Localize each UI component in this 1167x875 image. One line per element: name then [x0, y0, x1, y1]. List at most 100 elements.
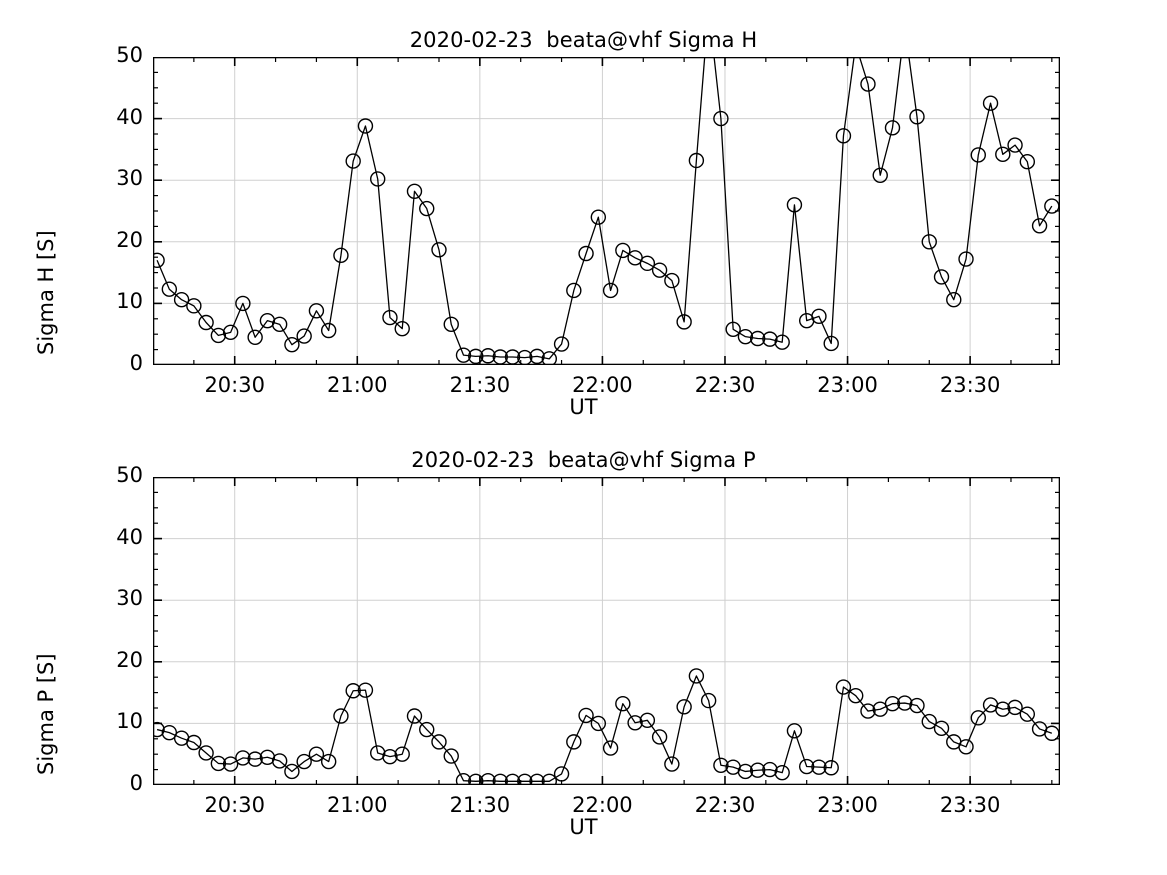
y-tick-label: 40: [116, 524, 143, 549]
data-point-marker: [247, 751, 263, 767]
data-point-marker: [419, 721, 435, 738]
data-point-marker: [749, 330, 766, 347]
data-point-marker: [443, 316, 459, 333]
data-point-marker: [406, 183, 423, 199]
data-point-marker: [762, 761, 778, 778]
data-point-marker: [897, 695, 913, 711]
data-point-marker: [284, 763, 300, 780]
y-tick-label: 30: [116, 586, 143, 611]
chart-panel-sigma-p: 2020-02-23 beata@vhf Sigma P Sigma P [S]…: [0, 420, 1167, 875]
data-point-marker: [713, 110, 729, 127]
data-point-marker: [566, 282, 582, 299]
x-tick-label: 22:30: [694, 793, 756, 817]
y-axis-label-sigma-h: Sigma H [S]: [34, 230, 58, 355]
data-point-marker: [884, 120, 901, 136]
data-point-marker: [651, 729, 668, 745]
data-point-marker: [271, 316, 288, 333]
data-point-marker: [933, 269, 950, 285]
plot-svg-sigma-h: [153, 57, 1060, 365]
data-point-marker: [1019, 706, 1036, 722]
data-point-marker: [958, 251, 974, 267]
data-point-marker: [468, 773, 484, 785]
data-point-marker: [615, 242, 631, 259]
data-point-marker: [995, 701, 1011, 717]
y-tick-label: 40: [116, 104, 143, 129]
data-point-marker: [210, 327, 227, 344]
data-point-marker: [394, 746, 410, 762]
data-point-marker: [431, 734, 447, 750]
data-point-marker: [284, 336, 300, 353]
data-point-marker: [762, 331, 778, 347]
data-point-marker: [970, 710, 986, 726]
x-tick-label: 20:30: [204, 793, 265, 817]
y-tick-label: 0: [129, 771, 143, 795]
data-point-marker: [492, 773, 508, 785]
data-point-marker: [308, 303, 325, 319]
data-point-marker: [602, 740, 619, 756]
data-point-marker: [786, 723, 803, 739]
data-point-marker: [639, 712, 656, 729]
data-line: [156, 57, 1053, 360]
data-point-marker: [688, 152, 705, 169]
data-point-marker: [198, 314, 214, 331]
data-point-marker: [345, 683, 361, 699]
y-tick-label: 0: [129, 351, 143, 375]
data-point-marker: [749, 762, 766, 778]
data-point-marker: [1019, 154, 1036, 170]
data-point-marker: [443, 748, 459, 764]
data-point-marker: [737, 763, 754, 780]
data-point-marker: [713, 757, 729, 773]
data-point-marker: [1031, 218, 1048, 234]
data-point-marker: [664, 272, 680, 289]
data-point-marker: [455, 347, 472, 363]
data-point-marker: [222, 756, 239, 772]
data-point-marker: [970, 147, 986, 163]
data-point-marker: [1007, 699, 1023, 716]
data-point-marker: [529, 348, 545, 365]
data-point-marker: [357, 118, 374, 134]
data-point-marker: [823, 335, 839, 352]
data-point-marker: [333, 247, 349, 264]
data-point-marker: [578, 707, 594, 724]
data-point-marker: [406, 708, 423, 724]
data-point-marker: [664, 756, 680, 772]
data-point-marker: [946, 291, 962, 308]
data-point-marker: [835, 128, 852, 144]
data-point-marker: [480, 772, 496, 785]
data-point-marker: [419, 200, 435, 217]
y-tick-label: 20: [116, 647, 143, 672]
y-tick-label: 10: [116, 289, 143, 314]
data-point-marker: [1044, 725, 1060, 741]
data-point-marker: [676, 699, 692, 715]
x-tick-label: 23:00: [817, 793, 878, 817]
data-point-marker: [909, 697, 925, 714]
data-point-marker: [480, 348, 496, 364]
y-tick-label: 20: [116, 227, 143, 252]
data-point-marker: [737, 328, 754, 345]
data-point-marker: [688, 668, 705, 684]
y-tick-label: 50: [116, 43, 143, 67]
data-point-marker: [615, 695, 631, 712]
data-point-marker: [823, 760, 839, 776]
data-point-marker: [578, 245, 594, 262]
data-point-marker: [247, 329, 263, 345]
x-axis-label-sigma-p: UT: [569, 815, 598, 839]
data-point-marker: [394, 320, 410, 337]
data-point-marker: [308, 746, 325, 762]
data-point-marker: [333, 708, 349, 724]
data-point-marker: [651, 262, 668, 278]
data-point-marker: [848, 687, 864, 704]
data-point-marker: [590, 209, 607, 225]
plot-area-sigma-h: [153, 57, 1060, 365]
data-point-marker: [345, 153, 361, 169]
data-point-marker: [320, 322, 337, 339]
data-point-marker: [590, 715, 607, 732]
axes-frame: [153, 57, 1060, 365]
data-point-marker: [370, 171, 386, 187]
x-tick-label: 21:30: [449, 373, 511, 397]
data-point-marker: [153, 252, 165, 268]
data-point-marker: [811, 759, 827, 775]
x-tick-label: 23:30: [939, 793, 1001, 817]
data-point-marker: [860, 76, 876, 92]
data-point-marker: [933, 720, 950, 737]
